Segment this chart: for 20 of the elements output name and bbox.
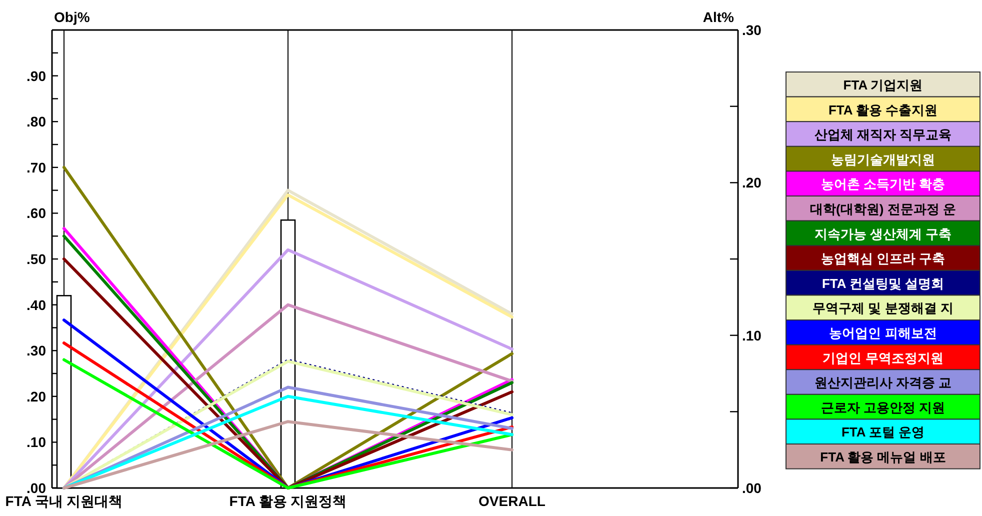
y-tick-label: .30 <box>26 342 46 359</box>
y-axis-title: Obj% <box>54 9 90 25</box>
x-tick-label: OVERALL <box>478 493 546 509</box>
x-tick-label: FTA 활용 지원정책 <box>229 493 347 509</box>
x-tick-label: FTA 국내 지원대책 <box>5 493 123 509</box>
y-tick-label: .00 <box>26 480 46 496</box>
y-tick-label: .80 <box>26 114 46 130</box>
y-tick-label: .50 <box>26 251 46 267</box>
y2-axis-title: Alt% <box>702 9 735 25</box>
y-tick-label: .60 <box>26 205 46 222</box>
y-tick-label: .70 <box>26 159 46 176</box>
y2-tick-label: .20 <box>742 174 762 191</box>
y2-tick-label: .30 <box>742 22 762 38</box>
y-tick-label: .90 <box>26 68 46 84</box>
y2-tick-label: .10 <box>742 327 762 344</box>
legend: FTA 기업지원 FTA 활용 수출지원 산업체 재직자 직무교육 농림기술개발지원 농어촌 소득기반 확충 대학(대학원) 전문과정 운 지속가능 생산체계 구축 농업핵심 인프라 구축 FTA 컨설팅및 설명회 무역구제 및 분쟁해결 지 농어업인 피해보전 기업인 무역조정지원 원산지관리사 자격증 교 근로자 고용안정 지원 FTA 포털 운영 FTA 활용 메뉴얼 배포 <box>786 72 980 470</box>
y-tick-label: .20 <box>26 388 46 404</box>
y2-tick-label: .00 <box>742 480 762 496</box>
y-tick-label: .10 <box>26 434 46 450</box>
y-tick-label: .40 <box>26 296 46 313</box>
